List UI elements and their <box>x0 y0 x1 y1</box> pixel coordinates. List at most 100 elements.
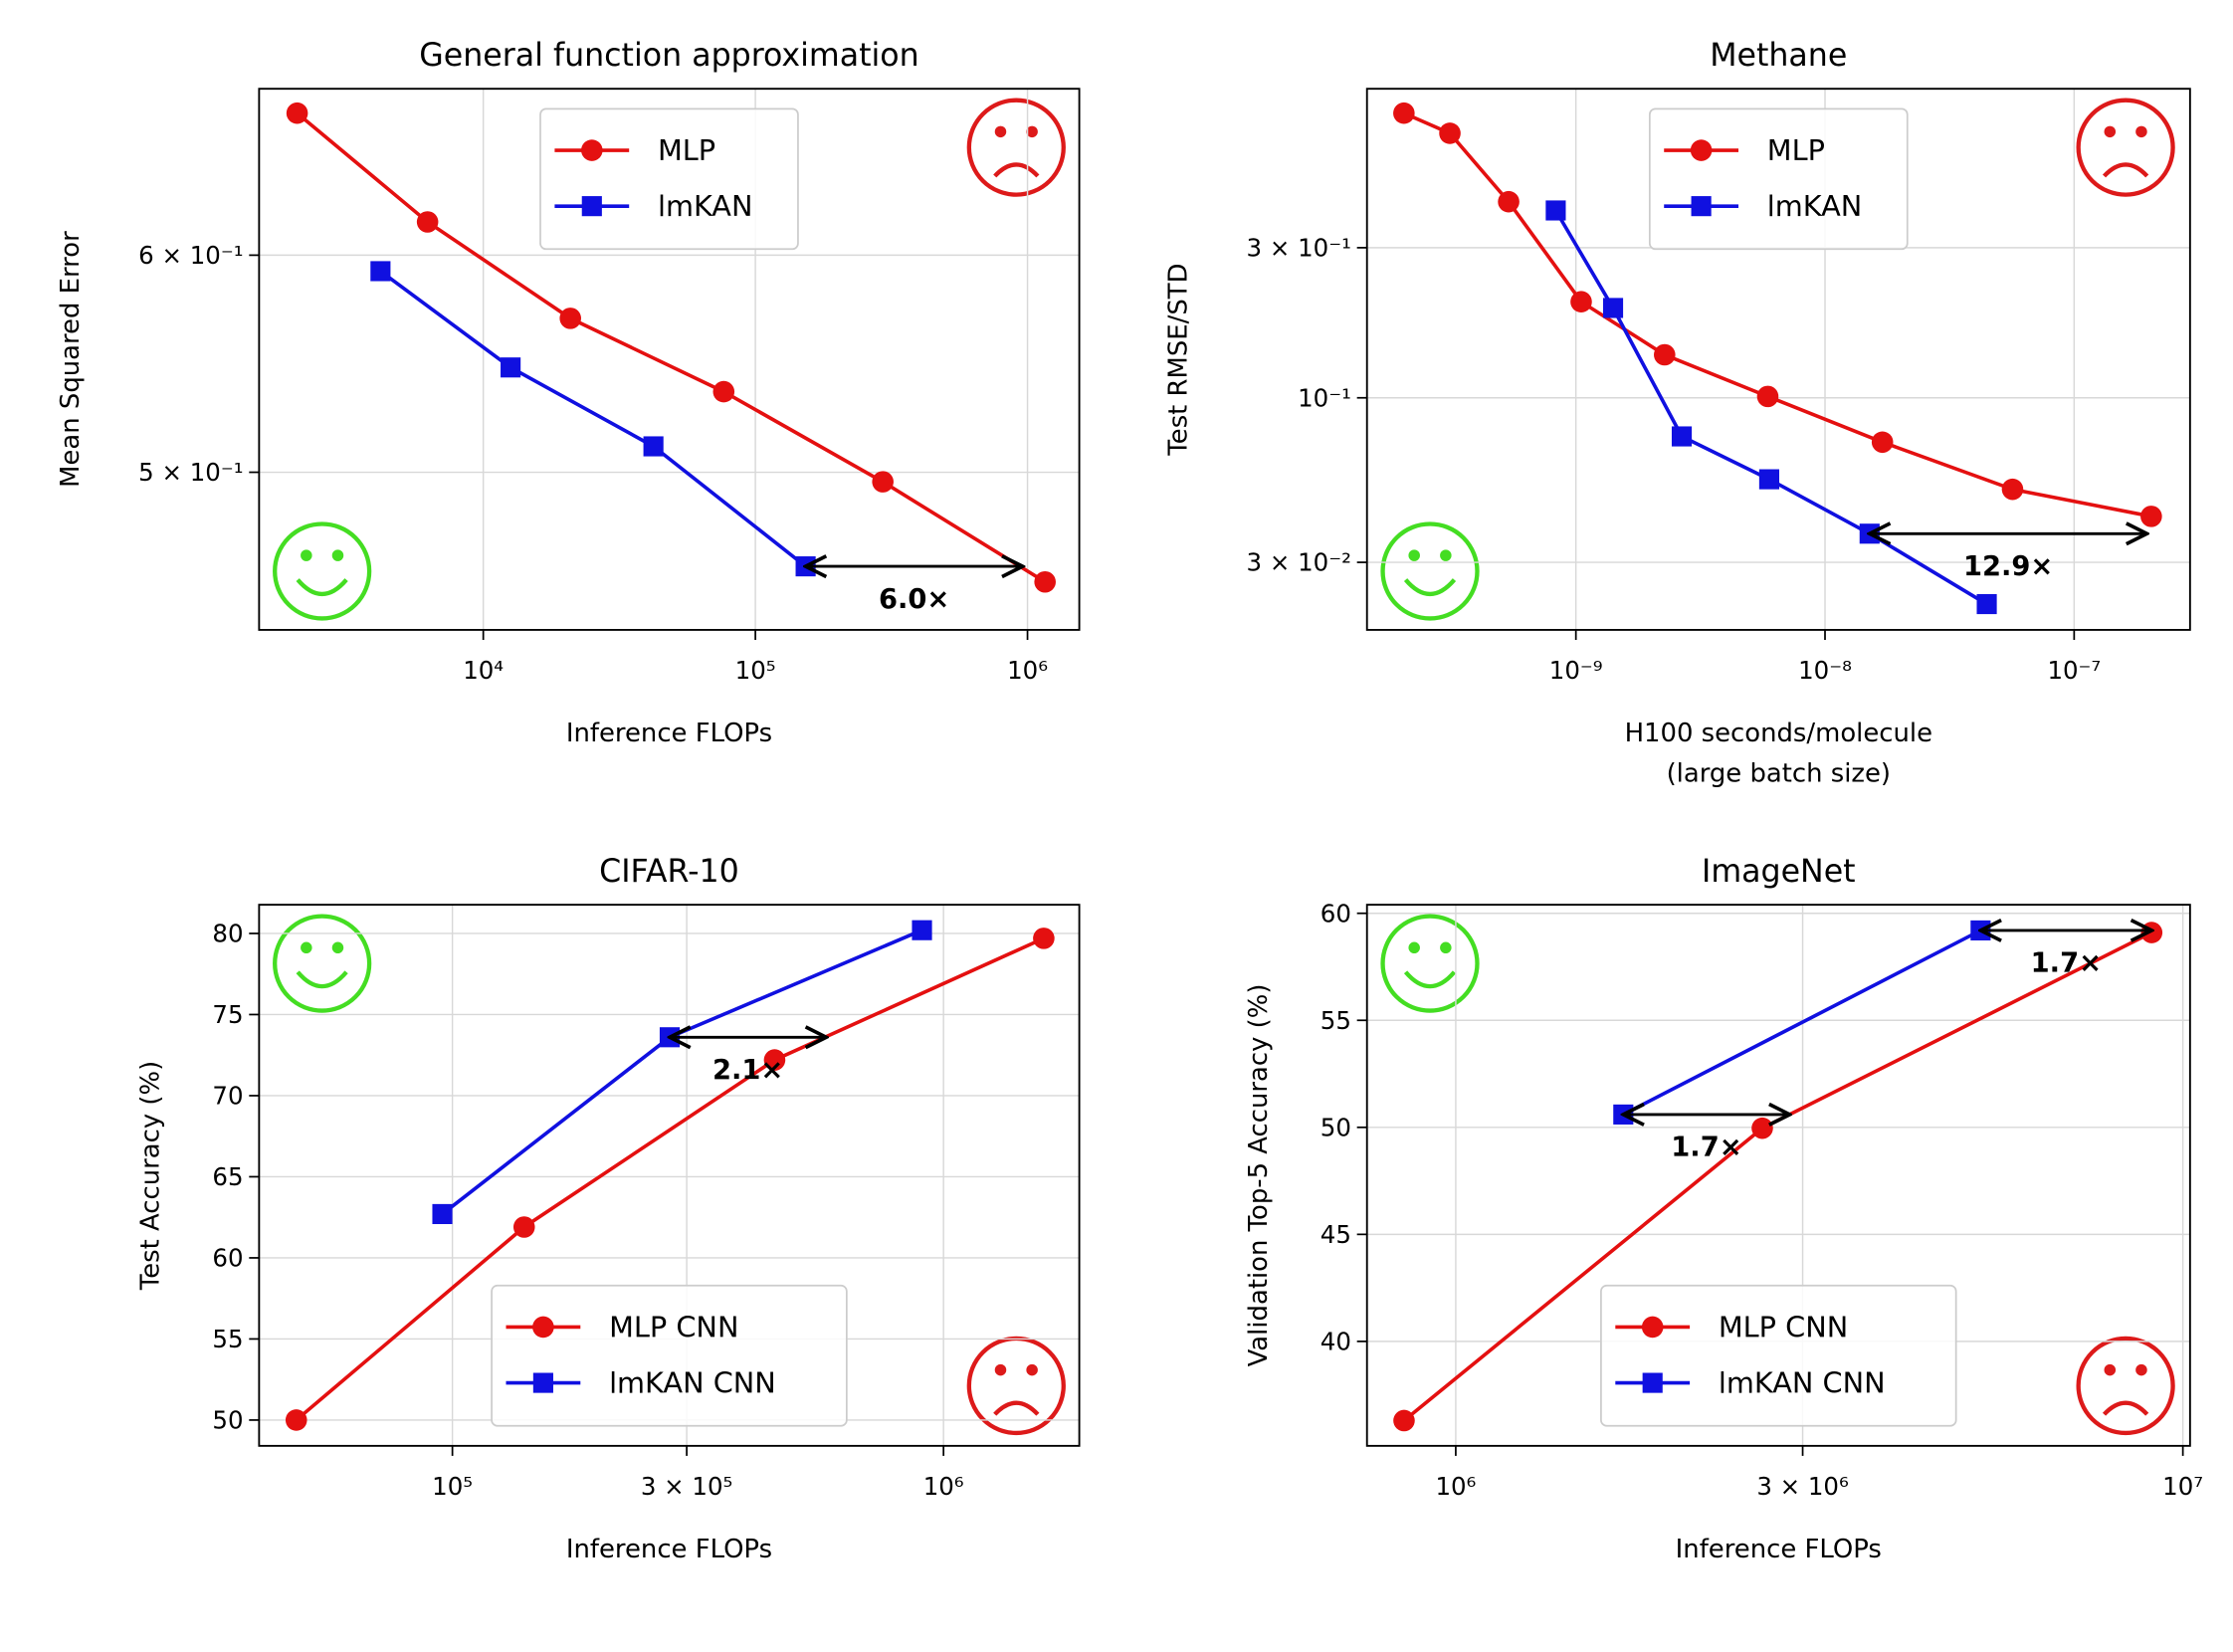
smiley <box>1383 917 1478 1011</box>
frowny <box>2079 101 2173 195</box>
point <box>416 211 439 233</box>
point <box>1871 431 1894 454</box>
legend-marker <box>581 139 603 161</box>
point <box>1751 1117 1773 1139</box>
ratio-label: 2.1× <box>712 1055 783 1086</box>
legend-label: lmKAN <box>1767 189 1863 223</box>
x-tick-label: 10⁻⁷ <box>2047 656 2101 685</box>
y-tick-label: 60 <box>1320 899 1351 928</box>
point <box>912 920 932 940</box>
smiley <box>275 917 369 1011</box>
x-tick-label: 10⁻⁸ <box>1798 656 1852 685</box>
y-tick-label: 3 × 10⁻² <box>1247 548 1351 577</box>
plot-frame <box>258 88 1081 631</box>
x-tick-label: 3 × 10⁶ <box>1756 1472 1849 1501</box>
x-tick-label: 10⁷ <box>2162 1472 2203 1501</box>
y-tick-label: 10⁻¹ <box>1298 383 1351 412</box>
legend-marker <box>1642 1372 1663 1393</box>
series-line <box>379 270 807 568</box>
legend-box <box>1648 107 1909 251</box>
chart-title: ImageNet <box>1702 854 1856 890</box>
point <box>2140 506 2162 527</box>
legend-marker <box>532 1316 554 1339</box>
x-tick-label: 10⁻⁹ <box>1549 656 1603 685</box>
frowny <box>969 101 1064 195</box>
point <box>1976 593 1997 615</box>
legend-label: MLP <box>658 133 715 167</box>
y-tick-label: 80 <box>212 920 243 948</box>
y-tick-label: 6 × 10⁻¹ <box>138 241 243 270</box>
smiley <box>1383 523 1478 618</box>
point <box>1393 102 1415 124</box>
plot-frame <box>258 904 1081 1447</box>
x-tick-label: 10⁶ <box>1007 656 1048 685</box>
point <box>2001 478 2024 501</box>
frowny <box>2079 1339 2173 1433</box>
smiley <box>275 523 369 618</box>
point <box>872 471 894 493</box>
point <box>2140 922 2163 943</box>
chart-title: Methane <box>1710 38 1847 74</box>
x-axis-label: Inference FLOPs <box>566 719 772 748</box>
point <box>1545 200 1566 221</box>
y-tick-label: 55 <box>212 1325 243 1353</box>
chart-title: General function approximation <box>419 38 918 74</box>
ratio-label: 6.0× <box>879 584 949 615</box>
legend-marker <box>1641 1316 1664 1339</box>
point <box>370 261 391 282</box>
series-line <box>1622 929 1982 1117</box>
legend-marker <box>1691 196 1712 217</box>
y-tick-label: 70 <box>212 1082 243 1111</box>
series-line <box>1553 209 1988 606</box>
y-tick-label: 40 <box>1320 1328 1351 1356</box>
point <box>501 357 521 378</box>
x-axis-label: Inference FLOPs <box>1676 1535 1882 1564</box>
point <box>559 308 581 329</box>
x-tick-label: 10⁵ <box>432 1472 473 1501</box>
x-tick-label: 10⁵ <box>735 656 776 685</box>
legend-label: lmKAN <box>658 189 753 223</box>
x-tick-label: 10⁴ <box>463 656 504 685</box>
y-tick-label: 75 <box>212 1000 243 1029</box>
x-tick-label: 3 × 10⁵ <box>641 1472 732 1501</box>
x-tick-label: 10⁶ <box>1435 1472 1476 1501</box>
series-line <box>295 936 1045 1422</box>
x-tick-label: 10⁶ <box>923 1472 964 1501</box>
point <box>1034 570 1056 593</box>
point <box>1756 385 1779 408</box>
point <box>1602 298 1624 318</box>
y-tick-label: 50 <box>1320 1113 1351 1141</box>
plot-frame <box>1365 904 2191 1447</box>
x-axis-label: Inference FLOPs <box>566 1535 772 1564</box>
ratio-label: 1.7× <box>2031 948 2102 979</box>
chart-title: CIFAR-10 <box>599 854 739 890</box>
legend-label: lmKAN CNN <box>609 1366 776 1400</box>
legend-box <box>1600 1284 1957 1427</box>
legend-label: lmKAN CNN <box>1719 1366 1886 1400</box>
y-tick-label: 3 × 10⁻¹ <box>1247 234 1351 263</box>
point <box>1439 122 1461 144</box>
legend-label: MLP CNN <box>609 1311 738 1344</box>
x-axis-label: (large batch size) <box>1667 758 1891 788</box>
y-tick-label: 65 <box>212 1162 243 1191</box>
point <box>643 436 664 457</box>
y-tick-label: 55 <box>1320 1006 1351 1035</box>
point <box>512 1216 535 1238</box>
y-axis-label: Mean Squared Error <box>56 231 86 488</box>
point <box>712 380 735 403</box>
point <box>763 1049 786 1071</box>
frowny <box>969 1339 1064 1433</box>
series-line <box>296 111 1047 584</box>
point <box>1758 469 1779 490</box>
point <box>286 102 308 124</box>
x-axis-label: H100 seconds/molecule <box>1625 719 1932 748</box>
point <box>1654 343 1676 366</box>
legend-box <box>491 1284 848 1427</box>
legend-label: MLP <box>1767 133 1825 167</box>
y-axis-label: Validation Top-5 Accuracy (%) <box>1244 984 1274 1367</box>
legend-marker <box>1690 139 1713 161</box>
point <box>285 1409 307 1431</box>
legend-marker <box>532 1372 553 1393</box>
